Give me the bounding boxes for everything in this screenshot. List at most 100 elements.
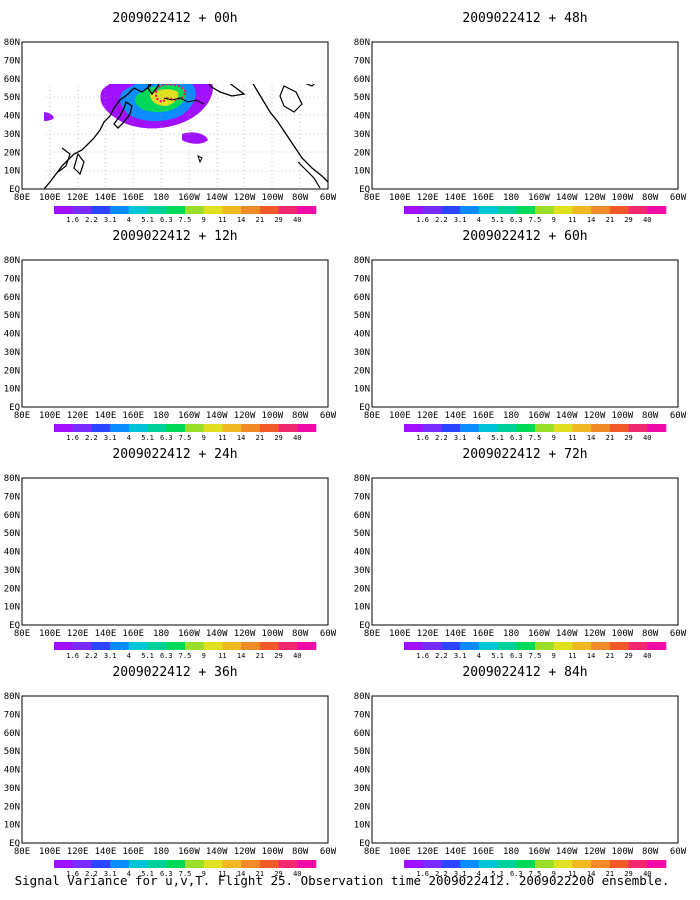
lon-label: 180 (503, 411, 519, 421)
colorbar-label: 9 (552, 216, 556, 224)
colorbar-swatch (497, 642, 517, 650)
map-frame (371, 477, 679, 626)
colorbar: 1.6 2.2 3.1 4 5.1 6.3 7.5 9 11 14 21 29 40 (404, 424, 667, 442)
colorbar-swatch (609, 424, 629, 432)
lat-label: 50N (4, 311, 20, 321)
colorbar-label: 7.5 (529, 870, 542, 878)
lat-label: EQ (9, 403, 20, 413)
lon-label: 160W (528, 411, 550, 421)
lon-label: 100E (39, 411, 61, 421)
colorbar-label: 14 (587, 652, 595, 660)
lon-label: 160E (122, 629, 144, 639)
lat-label: 30N (354, 348, 370, 358)
colorbar-swatch (572, 642, 592, 650)
lat-label: EQ (9, 621, 20, 631)
lat-label: 30N (4, 130, 20, 140)
lon-label: 180 (153, 193, 169, 203)
lat-label: 80N (354, 256, 370, 266)
colorbar-label: 5.1 (491, 434, 504, 442)
colorbar-swatch (404, 206, 424, 214)
lon-label: 100E (39, 847, 61, 857)
lat-label: 20N (354, 148, 370, 158)
colorbar-swatch (460, 206, 480, 214)
lat-label: 70N (354, 492, 370, 502)
colorbar-swatch (609, 860, 629, 868)
lat-label: 40N (354, 766, 370, 776)
colorbar-swatch (535, 206, 555, 214)
colorbar-label: 7.5 (529, 652, 542, 660)
lon-label: 160E (472, 193, 494, 203)
lat-label: 80N (4, 256, 20, 266)
colorbar-label: 6.3 (160, 216, 173, 224)
colorbar: 1.6 2.2 3.1 4 5.1 6.3 7.5 9 11 14 21 29 40 (54, 206, 317, 224)
lon-label: 120W (584, 847, 606, 857)
colorbar-swatch (222, 860, 242, 868)
lat-label: 70N (4, 710, 20, 720)
lon-label: 120W (234, 193, 256, 203)
lat-label: 40N (354, 112, 370, 122)
colorbar-label: 21 (256, 216, 264, 224)
colorbar-swatch (441, 642, 461, 650)
panel-title: 2009022412 + 48h (462, 11, 587, 26)
colorbar: 1.6 2.2 3.1 4 5.1 6.3 7.5 9 11 14 21 29 40 (54, 642, 317, 660)
colorbars: 1.6 2.2 3.1 4 5.1 6.3 7.5 9 11 14 21 29 40 1.6 2.2 3.1 4… (54, 206, 667, 878)
lat-label: 20N (354, 584, 370, 594)
lat-label: 10N (354, 603, 370, 613)
lon-label: 140E (95, 629, 117, 639)
lat-label: 70N (4, 274, 20, 284)
lat-label: 40N (354, 548, 370, 558)
colorbar-swatch (591, 642, 611, 650)
colorbar-label: 9 (552, 434, 556, 442)
colorbar-label: 21 (256, 652, 264, 660)
colorbar-label: 7.5 (529, 216, 542, 224)
colorbar-label: 1.6 (66, 870, 79, 878)
map-frame (371, 41, 679, 190)
lon-label: 140W (556, 629, 578, 639)
lon-label: 60W (670, 193, 687, 203)
lon-label: 160W (528, 193, 550, 203)
lon-label: 80E (14, 193, 30, 203)
lon-label: 100W (262, 629, 284, 639)
colorbar: 1.6 2.2 3.1 4 5.1 6.3 7.5 9 11 14 21 29 40 (404, 860, 667, 878)
colorbar-swatch (441, 424, 461, 432)
colorbar-swatch (460, 860, 480, 868)
panel-72h: 2009022412 + 72h (371, 447, 679, 626)
lon-label: 120E (417, 193, 439, 203)
colorbar-label: 21 (606, 216, 614, 224)
lat-label: EQ (359, 621, 370, 631)
colorbar-swatch (222, 424, 242, 432)
colorbar: 1.6 2.2 3.1 4 5.1 6.3 7.5 9 11 14 21 29 40 (404, 206, 667, 224)
lat-label: 20N (4, 802, 20, 812)
panel-title: 2009022412 + 72h (462, 447, 587, 462)
lon-label: 80W (642, 411, 659, 421)
colorbar-label: 6.3 (510, 652, 523, 660)
lon-label: 80E (364, 193, 380, 203)
colorbar-label: 7.5 (179, 652, 192, 660)
colorbar-swatch (591, 206, 611, 214)
colorbar-swatch (516, 860, 536, 868)
lon-label: 180 (153, 411, 169, 421)
lon-label: 80E (364, 411, 380, 421)
colorbar-swatch (553, 424, 573, 432)
colorbar-label: 1.6 (416, 870, 429, 878)
colorbar-label: 2.2 (85, 216, 98, 224)
colorbar-label: 1.6 (66, 434, 79, 442)
lat-label: 80N (354, 692, 370, 702)
colorbar-swatch (54, 206, 74, 214)
lon-label: 120W (234, 629, 256, 639)
colorbar-label: 5.1 (141, 652, 154, 660)
lon-label: 120E (67, 629, 89, 639)
lon-label: 160E (122, 847, 144, 857)
colorbar-swatch (609, 642, 629, 650)
colorbar-swatch (278, 206, 298, 214)
colorbar-swatch (460, 424, 480, 432)
colorbar-swatch (278, 424, 298, 432)
colorbar-swatch (553, 860, 573, 868)
colorbar-label: 29 (274, 434, 282, 442)
lat-label: 20N (354, 802, 370, 812)
colorbar-label: 3.1 (104, 216, 117, 224)
lat-label: 70N (4, 492, 20, 502)
colorbar-swatch (147, 642, 167, 650)
colorbar-swatch (241, 642, 261, 650)
